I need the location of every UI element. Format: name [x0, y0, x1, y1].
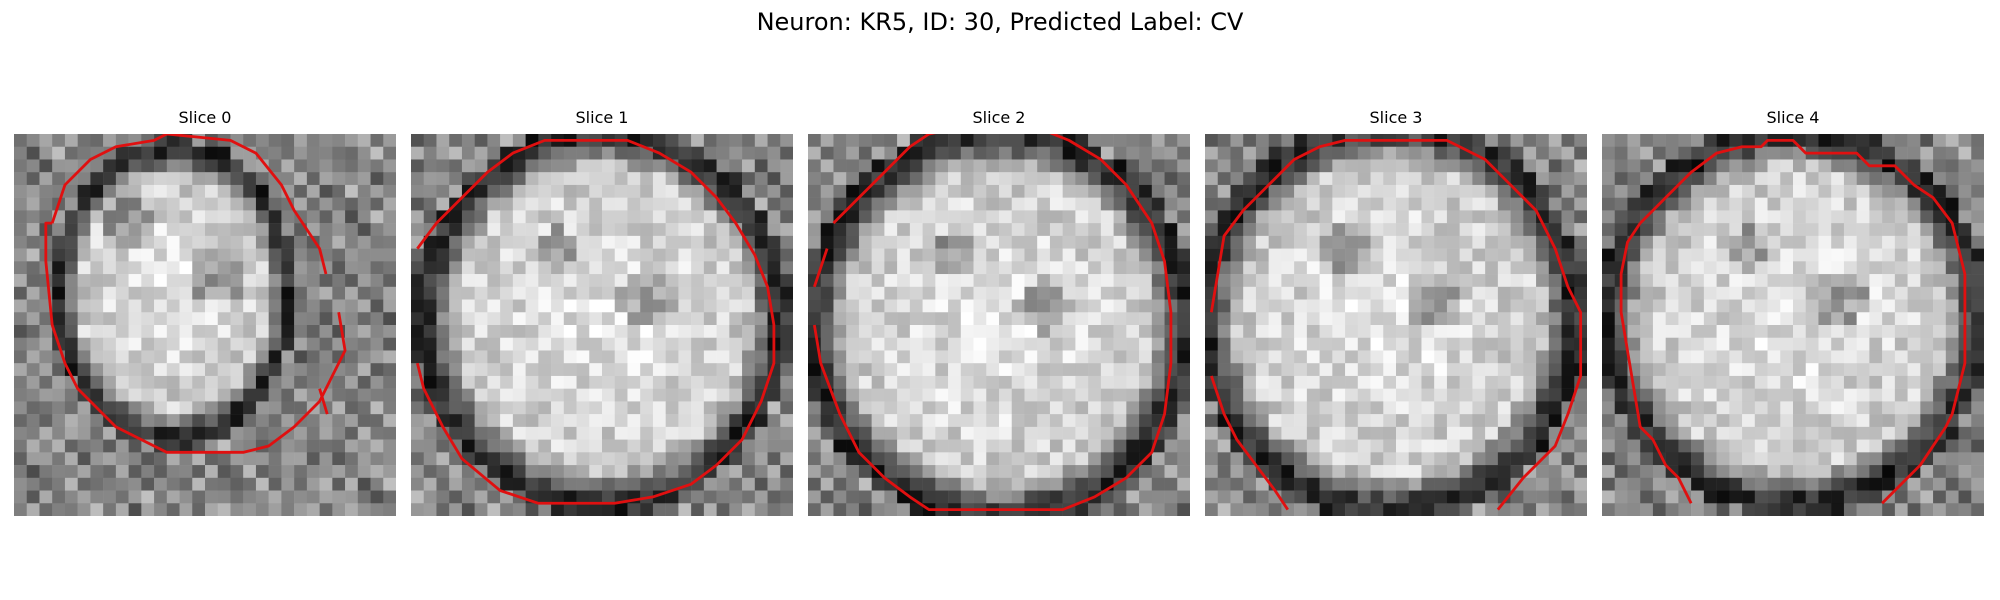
slice-image-canvas-4	[1602, 134, 1984, 516]
slice-image-3	[1205, 134, 1587, 516]
slice-panel-2: Slice 2	[808, 108, 1190, 516]
slice-panel-0: Slice 0	[14, 108, 396, 516]
cell-contour-2-b	[812, 134, 1173, 512]
slice-panel-3: Slice 3	[1205, 108, 1587, 516]
slice-image-canvas-3	[1205, 134, 1587, 516]
cell-contour-1	[416, 138, 776, 505]
slice-title-1: Slice 1	[575, 108, 629, 127]
slice-image-1	[411, 134, 793, 516]
cell-contour-3-extra-0	[1210, 375, 1289, 511]
cell-contour-0-a	[50, 134, 328, 275]
slice-image-2	[808, 134, 1190, 516]
cell-contour-4	[1639, 138, 1967, 505]
slice-panel-1: Slice 1	[411, 108, 793, 516]
slice-image-canvas-1	[411, 134, 793, 516]
cell-contour-2-a	[813, 248, 829, 288]
cell-contour-3	[1209, 138, 1583, 511]
slice-image-4	[1602, 134, 1984, 516]
slice-title-3: Slice 3	[1369, 108, 1423, 127]
cell-contour-0-extra-0	[318, 388, 329, 415]
slice-title-2: Slice 2	[972, 108, 1026, 127]
slice-image-canvas-2	[808, 134, 1190, 516]
slice-title-4: Slice 4	[1766, 108, 1820, 127]
slice-image-canvas-0	[14, 134, 396, 516]
slice-panel-4: Slice 4	[1602, 108, 1984, 516]
slice-title-0: Slice 0	[178, 108, 232, 127]
cell-contour-4-extra-0	[1619, 222, 1693, 504]
slice-image-0	[14, 134, 396, 516]
figure-title: Neuron: KR5, ID: 30, Predicted Label: CV	[756, 8, 1244, 36]
